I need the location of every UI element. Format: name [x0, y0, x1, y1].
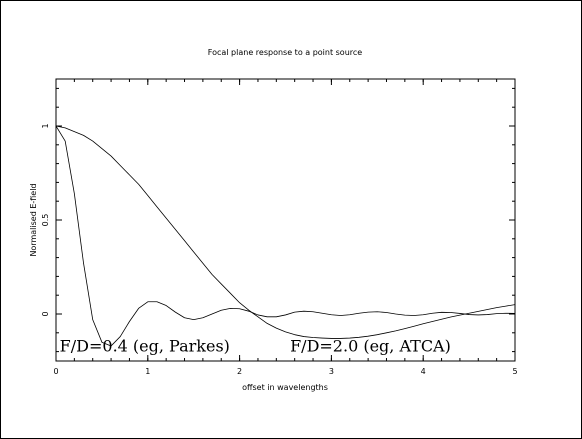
annotations: F/D=0.4 (eg, Parkes) F/D=2.0 (eg, ATCA): [60, 337, 451, 356]
y-axis: 00.51: [41, 87, 515, 353]
x-tick-label: 3: [329, 367, 334, 376]
series-line-2: [55, 125, 516, 339]
annotation-1: F/D=0.4 (eg, Parkes): [60, 337, 230, 356]
x-tick-label: 0: [53, 367, 58, 376]
annotation-2: F/D=2.0 (eg, ATCA): [290, 337, 451, 356]
y-tick-label: 0.5: [41, 214, 50, 227]
series-line-1: [55, 125, 516, 347]
chart-title: Focal plane response to a point source: [208, 48, 363, 57]
y-axis-label: Normalised E-field: [29, 183, 38, 256]
y-tick-label: 1: [41, 123, 50, 128]
series-group: [55, 125, 516, 347]
x-axis-label: offset in wavelengths: [242, 383, 328, 392]
y-tick-label: 0: [41, 311, 50, 316]
x-tick-label: 2: [237, 367, 242, 376]
x-tick-label: 4: [421, 367, 426, 376]
x-tick-label: 1: [145, 367, 150, 376]
x-axis: 0 1 2 3 4 5: [53, 79, 518, 376]
plot-area-frame: [55, 78, 516, 362]
x-tick-label: 5: [512, 367, 517, 376]
